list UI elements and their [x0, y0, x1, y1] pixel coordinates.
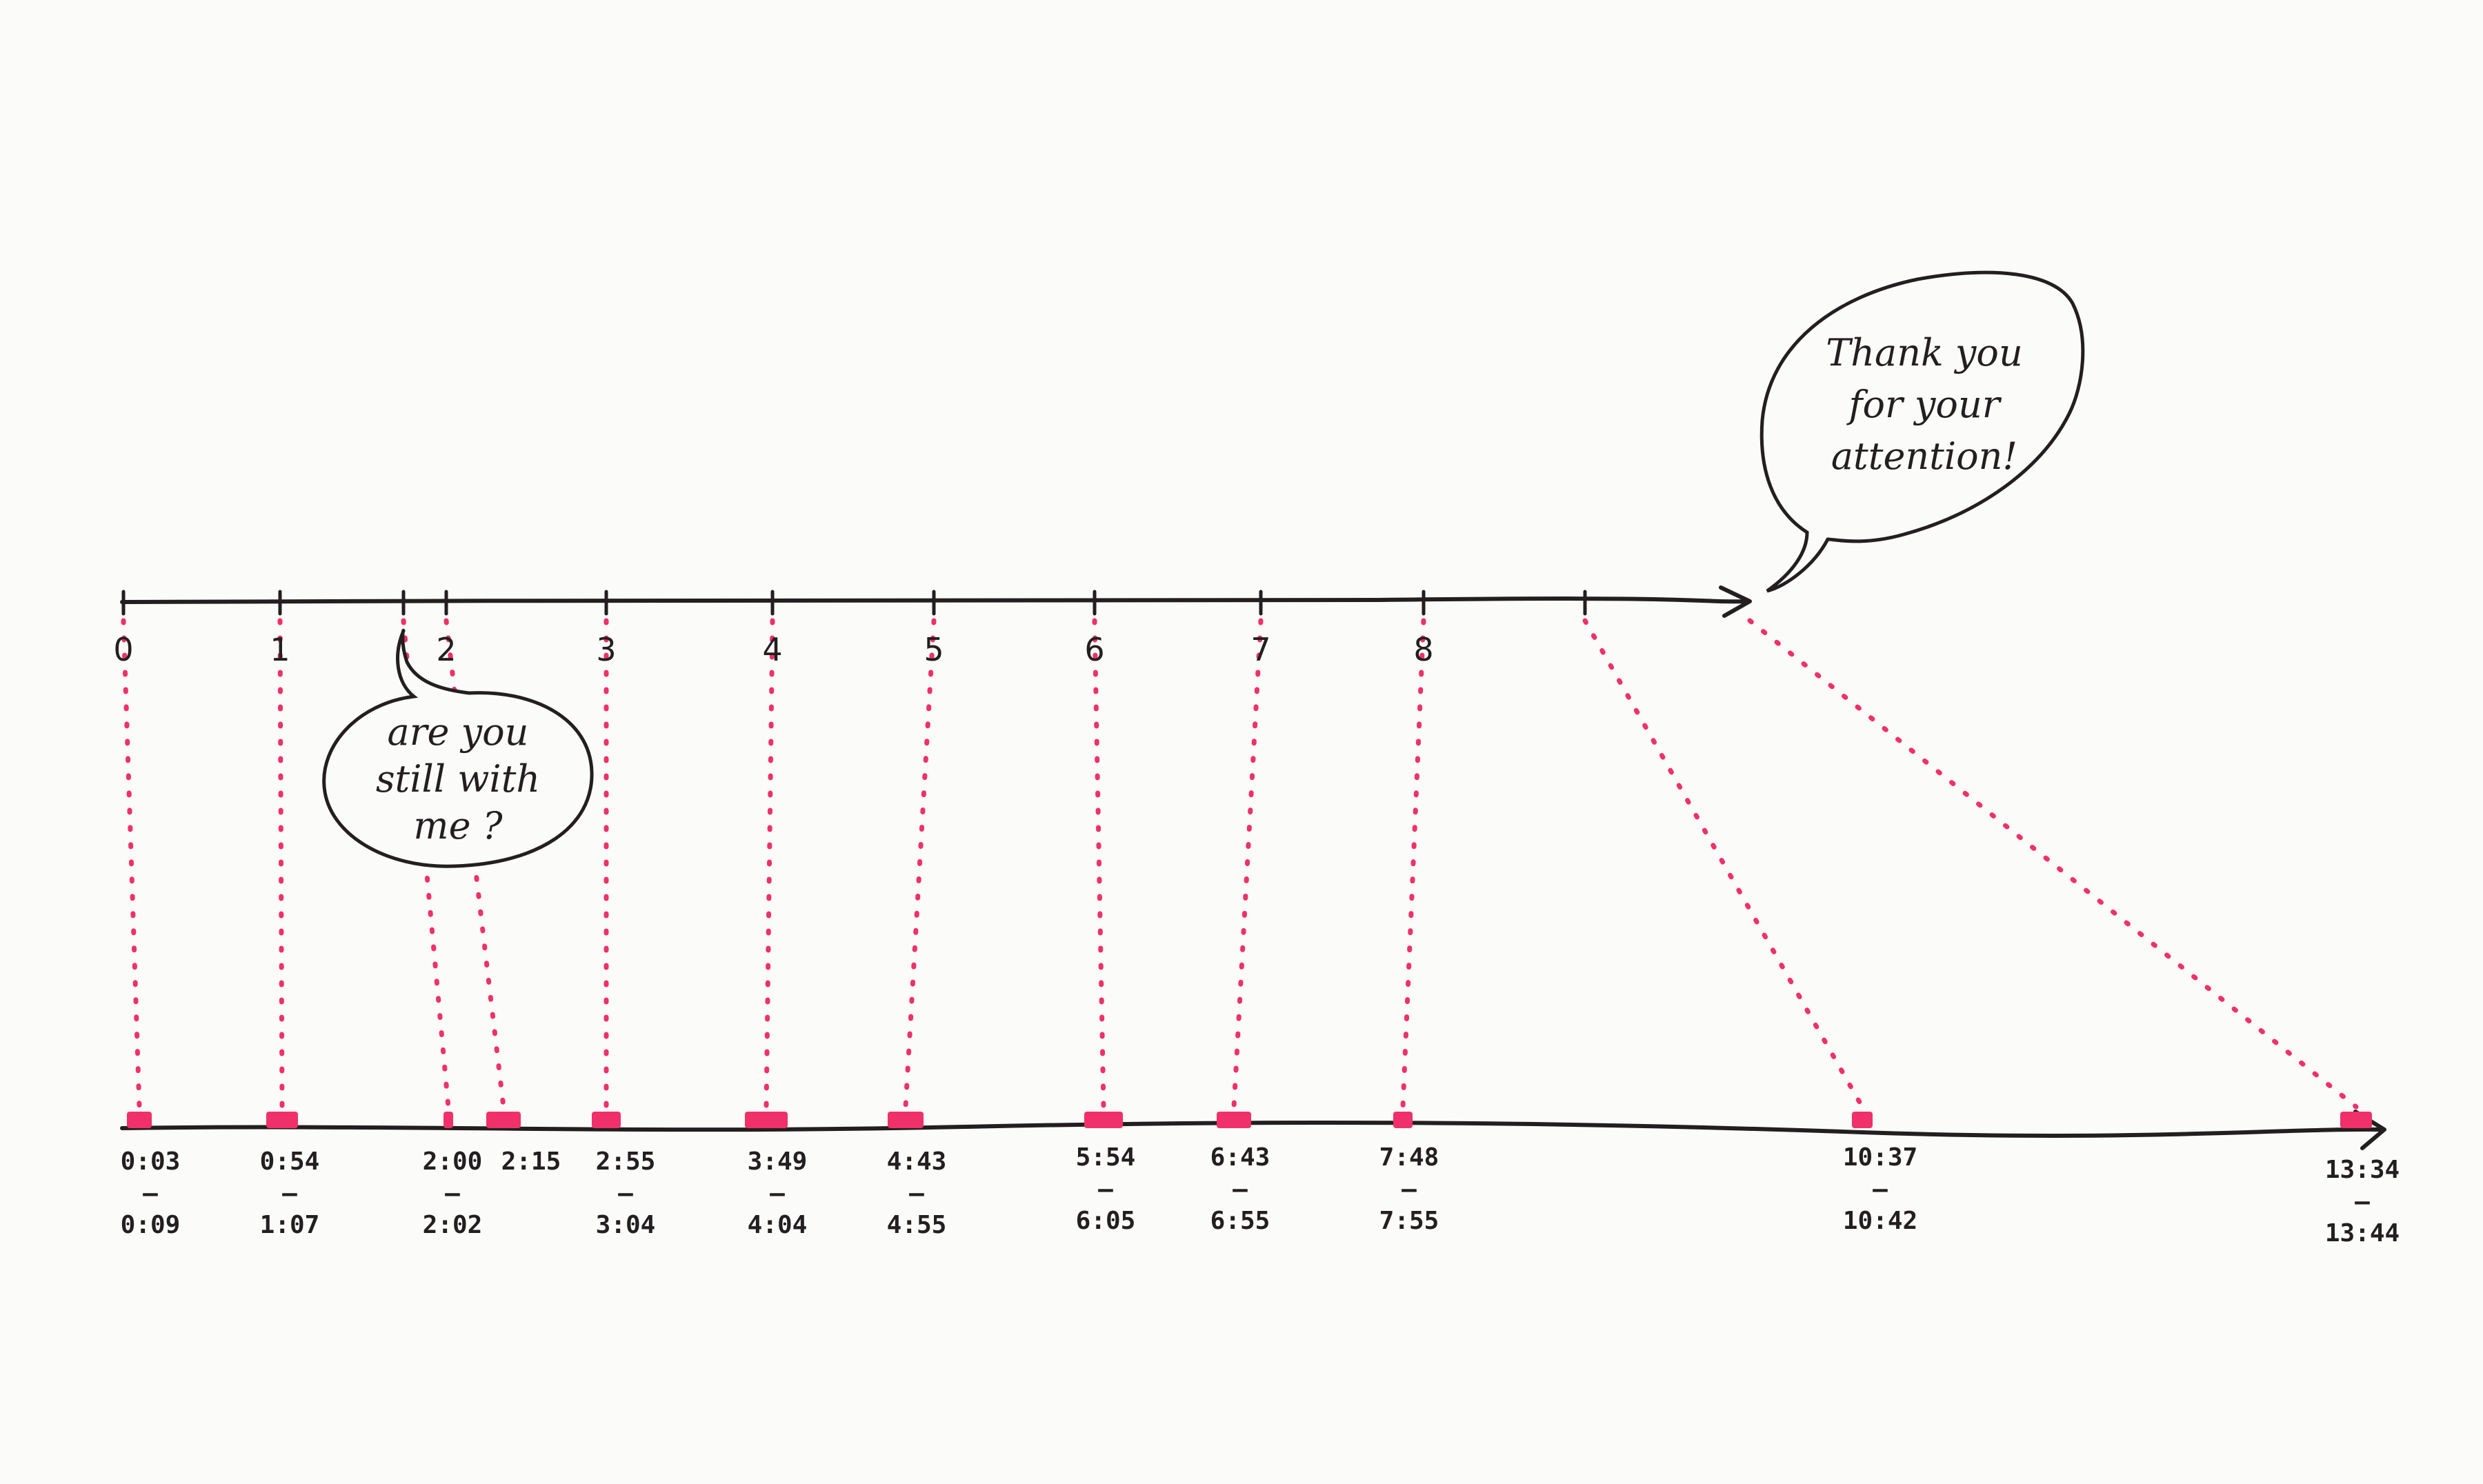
timestamp-start: 2:15: [501, 1147, 561, 1176]
timestamp-end: 13:44: [2325, 1219, 2400, 1247]
top-axis-label: 6: [1084, 631, 1104, 668]
mapping-line: [121, 618, 142, 1110]
timestamp-end: 6:05: [1076, 1207, 1136, 1235]
timestamp-end: 10:42: [1843, 1207, 1917, 1235]
timestamp-range: 6:43 – 6:55: [1210, 1143, 1270, 1235]
bubble-outline: [322, 628, 594, 868]
timestamp-range: 5:54 – 6:05: [1076, 1143, 1136, 1235]
timestamp-separator: –: [2355, 1187, 2370, 1216]
mapping-line: [1747, 618, 2359, 1110]
segment-mark: [592, 1112, 621, 1128]
segment-mark: [443, 1112, 453, 1128]
timestamp-range: 2:15: [501, 1147, 561, 1176]
mapping-line: [277, 618, 285, 1110]
timestamp-range: 13:34 – 13:44: [2325, 1156, 2400, 1247]
timestamp-start: 0:54: [260, 1147, 320, 1176]
mapping-line: [903, 618, 937, 1110]
mapping-line: [1092, 618, 1106, 1110]
segment-mark: [1084, 1112, 1123, 1128]
segment-mark: [888, 1112, 924, 1128]
timestamp-end: 1:07: [260, 1211, 320, 1239]
timestamp-range: 2:55 – 3:04: [596, 1147, 656, 1239]
timestamp-start: 6:43: [1210, 1143, 1270, 1172]
top-axis-line: [120, 596, 1751, 604]
timestamp-start: 5:54: [1076, 1143, 1136, 1172]
timestamp-start: 10:37: [1843, 1143, 1917, 1172]
timestamp-range: 10:37 – 10:42: [1843, 1143, 1917, 1235]
timestamp-range: 4:43 – 4:55: [887, 1147, 947, 1239]
timestamp-separator: –: [445, 1179, 460, 1207]
top-axis-label: 8: [1413, 631, 1433, 668]
top-axis-label: 3: [596, 631, 616, 668]
segment-mark: [486, 1112, 521, 1128]
timestamp-separator: –: [1098, 1175, 1113, 1203]
segment-mark: [745, 1112, 788, 1128]
timestamp-start: 7:48: [1379, 1143, 1439, 1172]
timestamp-range: 3:49 – 4:04: [748, 1147, 808, 1239]
top-axis-ticks: [121, 590, 1587, 616]
speech-bubble-thank-you: Thank you for your attention!: [1759, 270, 2085, 593]
top-axis-label: 7: [1250, 631, 1270, 668]
timestamp-separator: –: [618, 1179, 633, 1207]
top-axis-arrowhead: [1719, 585, 1752, 618]
timestamp-range: 2:00 – 2:02: [423, 1147, 483, 1239]
mapping-line: [1231, 618, 1264, 1110]
segment-mark: [1393, 1112, 1413, 1128]
segment-mark: [266, 1112, 298, 1128]
bubble-text-line: still with: [376, 757, 540, 801]
top-axis-label: 1: [270, 631, 290, 668]
timestamp-start: 0:03: [121, 1147, 181, 1176]
top-axis-label: 4: [762, 631, 782, 668]
timestamp-end: 0:09: [121, 1211, 181, 1239]
timestamp-separator: –: [1873, 1175, 1888, 1203]
timestamp-range: 0:03 – 0:09: [121, 1147, 181, 1239]
segment-mark: [1217, 1112, 1251, 1128]
mapping-line: [764, 618, 775, 1110]
bubble-text-line: me ?: [413, 804, 503, 848]
bottom-axis-marks: [127, 1112, 2372, 1128]
timestamp-end: 2:02: [423, 1211, 483, 1239]
segment-mark: [1852, 1112, 1873, 1128]
mapping-line: [1582, 618, 1865, 1110]
timestamp-start: 2:55: [596, 1147, 656, 1176]
timestamp-range: 0:54 – 1:07: [260, 1147, 320, 1239]
timestamp-end: 4:55: [887, 1211, 947, 1239]
bubble-text-line: Thank you: [1826, 331, 2022, 374]
segment-mark: [127, 1112, 152, 1128]
top-axis-label: 0: [113, 631, 133, 668]
bubble-text-line: attention!: [1831, 434, 2017, 478]
mapping-line: [1400, 618, 1426, 1110]
timestamp-separator: –: [143, 1179, 158, 1207]
timestamp-separator: –: [1233, 1175, 1248, 1203]
timestamp-separator: –: [282, 1179, 297, 1207]
bubble-outline: [1759, 270, 2085, 593]
timestamp-end: 6:55: [1210, 1207, 1270, 1235]
timestamp-range: 7:48 – 7:55: [1379, 1143, 1439, 1235]
timestamp-start: 3:49: [748, 1147, 808, 1176]
top-axis-labels: 0 1 2 3 4 5 6 7 8: [113, 631, 1433, 668]
timestamp-start: 2:00: [423, 1147, 483, 1176]
top-axis-label: 5: [924, 631, 944, 668]
timestamp-end: 4:04: [748, 1211, 808, 1239]
timestamp-separator: –: [909, 1179, 924, 1207]
timestamp-start: 4:43: [887, 1147, 947, 1176]
timestamp-separator: –: [770, 1179, 785, 1207]
timestamp-start: 13:34: [2325, 1156, 2400, 1184]
bottom-axis-line: [120, 1121, 2385, 1138]
bottom-axis-timestamps: 0:03 – 0:09 0:54 – 1:07 2:00 – 2:02 2:15 2:55 – 3:04…: [121, 1143, 2400, 1247]
bubble-text-line: are you: [388, 710, 529, 754]
timestamp-separator: –: [1402, 1175, 1417, 1203]
bubble-text-line: for your: [1846, 383, 2002, 426]
top-axis-label: 2: [436, 631, 456, 668]
timestamp-end: 7:55: [1379, 1207, 1439, 1235]
segment-mark: [2340, 1112, 2372, 1128]
timestamp-end: 3:04: [596, 1211, 656, 1239]
